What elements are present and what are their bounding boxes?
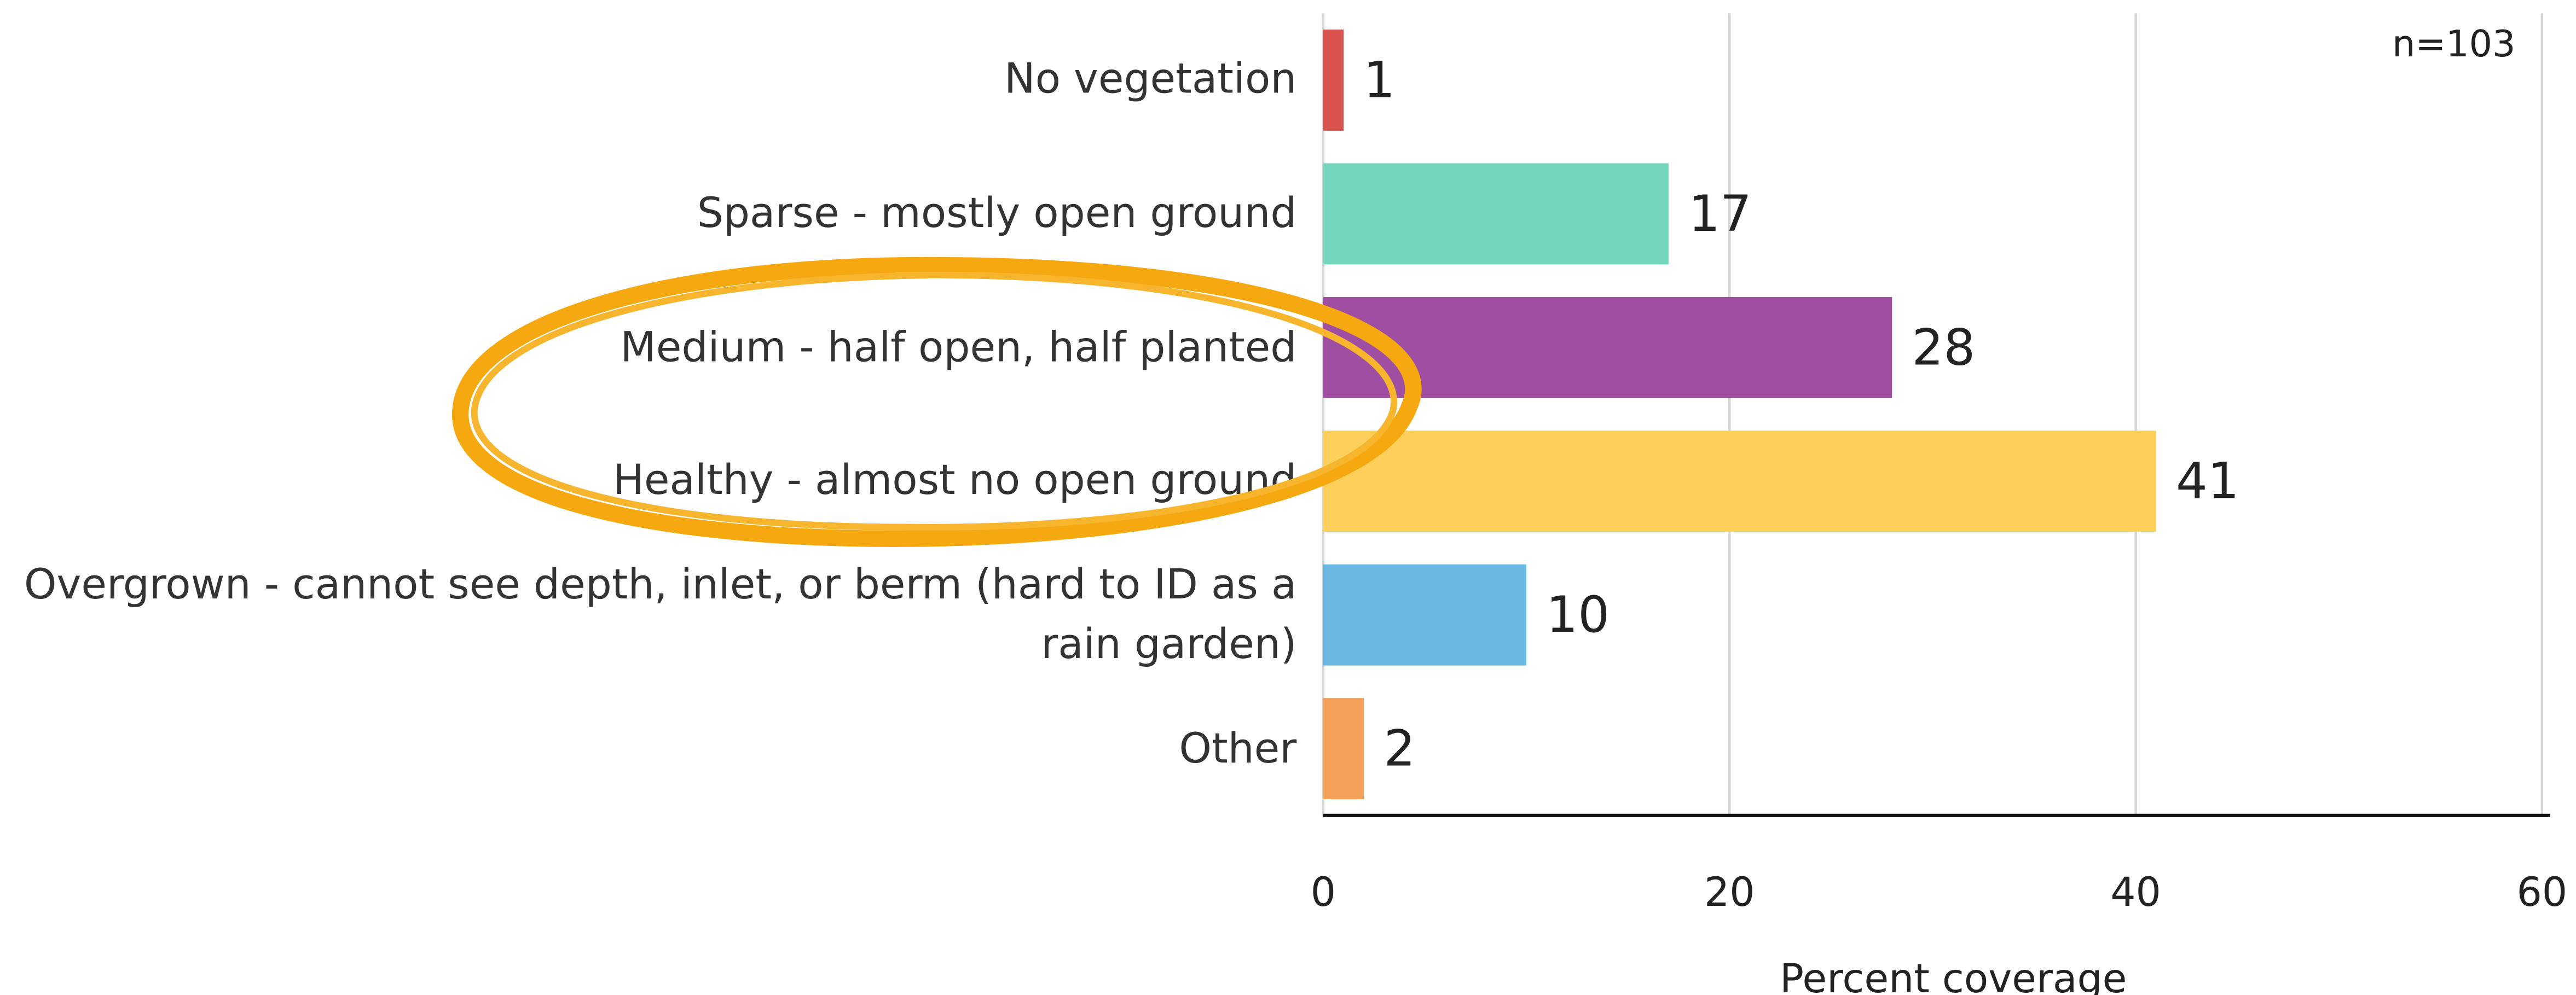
x-tick-label: 0 [1311, 870, 1336, 916]
category-label-box: Sparse - mostly open ground [0, 147, 1296, 281]
category-label: Medium - half open, half planted [0, 281, 1296, 414]
chart: n=103 Percent coverage 0 20 40 60 No vegetat… [0, 0, 2576, 995]
bar [1323, 430, 2156, 532]
category-label-box: Other [0, 682, 1296, 815]
page: {"chart_data": {"type": "bar", "orientat… [0, 0, 2576, 995]
x-tick-label: 40 [2110, 870, 2161, 916]
bar [1323, 565, 1526, 666]
category-label: No vegetation [0, 13, 1296, 147]
category-label-box: Medium - half open, half planted [0, 281, 1296, 414]
category-label: Sparse - mostly open ground [0, 147, 1296, 281]
value-label: 10 [1546, 586, 1610, 644]
value-label: 17 [1688, 185, 1752, 243]
category-label: Other [0, 682, 1296, 815]
x-tick-label: 20 [1704, 870, 1755, 916]
x-tick-label: 60 [2517, 870, 2568, 916]
x-axis-title: Percent coverage [1780, 956, 2127, 995]
category-label: Overgrown - cannot see depth, inlet, or … [0, 548, 1296, 682]
bar [1323, 698, 1364, 799]
sample-size: n=103 [2392, 22, 2515, 65]
value-label: 1 [1363, 51, 1395, 109]
value-label: 2 [1383, 720, 1415, 778]
category-label-box: Overgrown - cannot see depth, inlet, or … [0, 548, 1296, 682]
bar [1323, 30, 1344, 131]
value-label: 28 [1912, 319, 1976, 376]
bar [1323, 164, 1669, 265]
category-label-box: No vegetation [0, 13, 1296, 147]
value-label: 41 [2176, 453, 2239, 510]
